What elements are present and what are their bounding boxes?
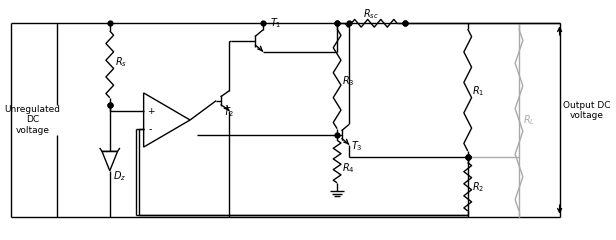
Text: $R_{sc}$: $R_{sc}$	[363, 8, 379, 21]
Text: $R_s$: $R_s$	[115, 55, 127, 69]
Text: $R_4$: $R_4$	[342, 162, 355, 175]
Text: $R_2$: $R_2$	[472, 180, 484, 194]
Text: +: +	[147, 107, 154, 116]
Text: $R_L$: $R_L$	[523, 113, 535, 127]
Text: $T_2$: $T_2$	[222, 105, 234, 119]
Text: Output DC
voltage: Output DC voltage	[562, 101, 610, 120]
Text: $R_1$: $R_1$	[472, 84, 484, 98]
Text: $T_1$: $T_1$	[270, 16, 282, 30]
Text: $R_3$: $R_3$	[342, 74, 354, 88]
Text: $T_3$: $T_3$	[351, 139, 363, 153]
Text: -: -	[148, 124, 152, 134]
Text: $D_z$: $D_z$	[113, 169, 126, 183]
Text: Unregulated
DC
voltage: Unregulated DC voltage	[4, 105, 60, 135]
